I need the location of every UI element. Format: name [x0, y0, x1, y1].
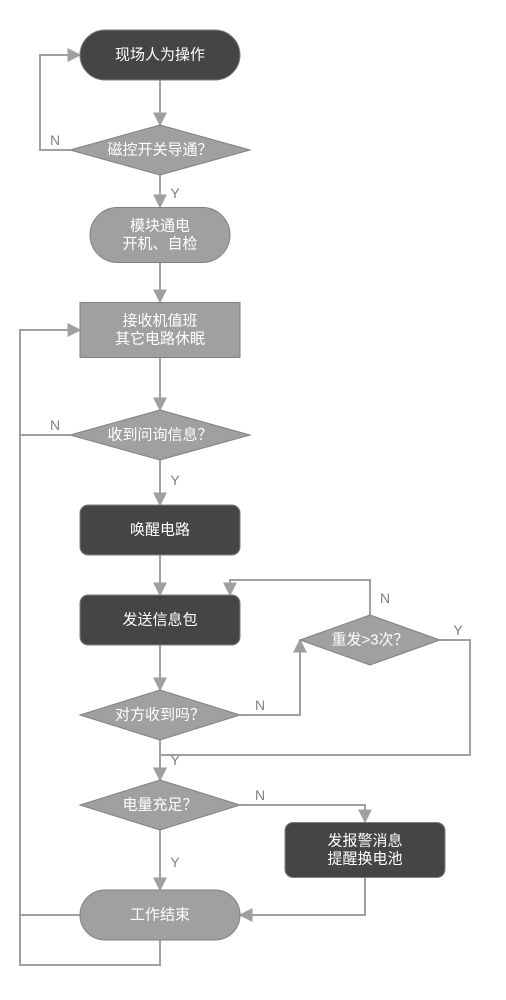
edge [230, 580, 370, 615]
node-label: 现场人为操作 [115, 47, 205, 64]
node-label: 工作结束 [130, 907, 190, 924]
node-label: 磁控开关导通？ [107, 142, 212, 159]
edge-label: Y [170, 752, 180, 768]
edge-label: N [255, 787, 265, 803]
node-label: 模块通电 [130, 218, 190, 235]
edge-label: N [380, 590, 390, 606]
node-label: 其它电路休眠 [115, 330, 205, 348]
edge-label: Y [453, 622, 463, 638]
edge-label: Y [170, 472, 180, 488]
node-label: 发送信息包 [122, 612, 197, 629]
edge-label: N [255, 697, 265, 713]
edge [240, 805, 365, 822]
node-label: 对方收到吗？ [115, 707, 205, 724]
node-label: 提醒换电池 [327, 851, 402, 868]
node-label: 重发>3次？ [331, 632, 408, 649]
edge-label: N [50, 132, 60, 148]
edge-label: Y [170, 185, 180, 201]
edge [20, 435, 80, 915]
node-label: 电量充足？ [122, 797, 197, 814]
edge-label: Y [170, 854, 180, 870]
node-label: 发报警消息 [327, 833, 402, 850]
node-label: 开机、自检 [122, 236, 197, 253]
node-label: 收到问询信息？ [107, 427, 212, 444]
node-label: 接收机值班 [122, 313, 197, 330]
edge [240, 877, 365, 915]
edge-label: N [50, 417, 60, 433]
node-label: 唤醒电路 [130, 522, 190, 539]
edge [240, 640, 300, 715]
